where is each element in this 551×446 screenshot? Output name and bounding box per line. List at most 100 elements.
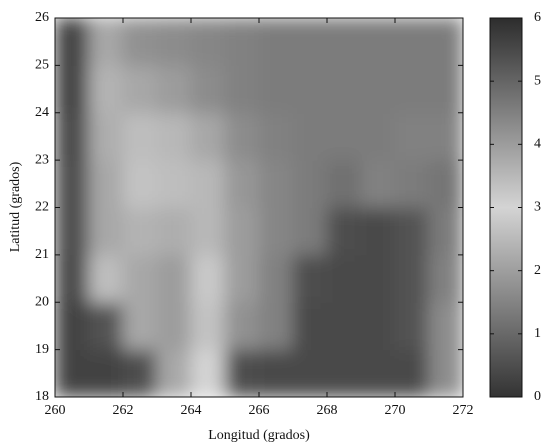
x-tick-label: 266 xyxy=(249,403,270,418)
heatmap-cell xyxy=(258,349,294,397)
heatmap-cell xyxy=(258,207,294,256)
y-tick-label: 19 xyxy=(35,342,49,357)
heatmap-cell xyxy=(224,112,260,161)
heatmap-cell xyxy=(55,159,90,208)
y-tick-label: 24 xyxy=(35,105,49,120)
heatmap-cell xyxy=(360,159,396,208)
heatmap-cell xyxy=(122,18,158,66)
heatmap-cell xyxy=(360,254,396,303)
heatmap-cell xyxy=(326,64,362,114)
heatmap-cell xyxy=(428,349,463,397)
heatmap-cell xyxy=(88,112,124,161)
heatmap-cell xyxy=(156,301,192,351)
heatmap-cell xyxy=(258,254,294,303)
heatmap-cell xyxy=(428,207,463,256)
heatmap-cell xyxy=(428,301,463,351)
heatmap-cell xyxy=(428,18,463,66)
heatmap-cell xyxy=(326,207,362,256)
y-tick-label: 22 xyxy=(35,200,49,215)
x-tick-label: 260 xyxy=(45,403,66,418)
colorbar-tick-label: 1 xyxy=(534,326,541,341)
y-tick-label: 26 xyxy=(35,10,49,25)
y-tick-label: 21 xyxy=(35,247,49,262)
heatmap-cell xyxy=(258,64,294,114)
heatmap-cell xyxy=(224,159,260,208)
heatmap-cell xyxy=(292,112,328,161)
heatmap-cell xyxy=(258,301,294,351)
heatmap-cell xyxy=(428,159,463,208)
heatmap-cells xyxy=(55,18,463,397)
heatmap-cell xyxy=(292,64,328,114)
heatmap-cell xyxy=(326,301,362,351)
colorbar-tick-label: 2 xyxy=(534,263,541,278)
heatmap-cell xyxy=(88,207,124,256)
heatmap-cell xyxy=(394,301,430,351)
heatmap-cell xyxy=(156,18,192,66)
x-axis-label: Longitud (grados) xyxy=(208,428,310,443)
heatmap-cell xyxy=(55,112,90,161)
heatmap-cell xyxy=(156,349,192,397)
x-tick-label: 264 xyxy=(181,403,202,418)
heatmap-cell xyxy=(292,159,328,208)
heatmap-cell xyxy=(156,207,192,256)
heatmap-cell xyxy=(190,301,226,351)
y-tick-label: 23 xyxy=(35,152,49,167)
heatmap-cell xyxy=(394,349,430,397)
heatmap-cell xyxy=(122,159,158,208)
y-tick-label: 20 xyxy=(35,294,49,309)
heatmap-cell xyxy=(224,64,260,114)
heatmap-cell xyxy=(292,349,328,397)
heatmap-cell xyxy=(360,112,396,161)
heatmap-cell xyxy=(394,18,430,66)
heatmap-cell xyxy=(190,18,226,66)
x-tick-label: 262 xyxy=(113,403,134,418)
heatmap-cell xyxy=(258,159,294,208)
heatmap-cell xyxy=(258,18,294,66)
heatmap-cell xyxy=(122,349,158,397)
heatmap-cell xyxy=(156,112,192,161)
heatmap-cell xyxy=(292,301,328,351)
heatmap-cell xyxy=(88,159,124,208)
heatmap-cell xyxy=(394,207,430,256)
heatmap-cell xyxy=(326,349,362,397)
heatmap-cell xyxy=(122,112,158,161)
heatmap-cell xyxy=(122,64,158,114)
heatmap-cell xyxy=(156,159,192,208)
colorbar-tick-label: 0 xyxy=(534,389,541,404)
heatmap-cell xyxy=(360,18,396,66)
heatmap-cell xyxy=(360,349,396,397)
colorbar-tick-label: 3 xyxy=(534,200,541,215)
heatmap-cell xyxy=(122,207,158,256)
heatmap-cell xyxy=(258,112,294,161)
heatmap-cell xyxy=(428,64,463,114)
y-tick-label: 18 xyxy=(35,389,49,404)
heatmap-cell xyxy=(88,18,124,66)
heatmap-cell xyxy=(88,301,124,351)
heatmap-cell xyxy=(292,254,328,303)
heatmap-cell xyxy=(360,64,396,114)
x-tick-label: 268 xyxy=(317,403,338,418)
heatmap-cell xyxy=(326,254,362,303)
heatmap-cell xyxy=(394,112,430,161)
heatmap-area xyxy=(55,18,463,397)
heatmap-cell xyxy=(224,18,260,66)
x-tick-label: 272 xyxy=(453,403,474,418)
heatmap-cell xyxy=(292,207,328,256)
heatmap-cell xyxy=(224,207,260,256)
colorbar-tick-label: 6 xyxy=(534,10,541,25)
heatmap-cell xyxy=(190,254,226,303)
heatmap-cell xyxy=(190,349,226,397)
heatmap-cell xyxy=(224,301,260,351)
colorbar-tick-label: 5 xyxy=(534,73,541,88)
heatmap-cell xyxy=(360,207,396,256)
heatmap-cell xyxy=(360,301,396,351)
heatmap-cell xyxy=(190,64,226,114)
heatmap-cell xyxy=(326,18,362,66)
heatmap-cell xyxy=(428,112,463,161)
heatmap-cell xyxy=(55,207,90,256)
heatmap-cell xyxy=(156,64,192,114)
heatmap-cell xyxy=(122,301,158,351)
heatmap-cell xyxy=(428,254,463,303)
colorbar xyxy=(489,17,523,398)
